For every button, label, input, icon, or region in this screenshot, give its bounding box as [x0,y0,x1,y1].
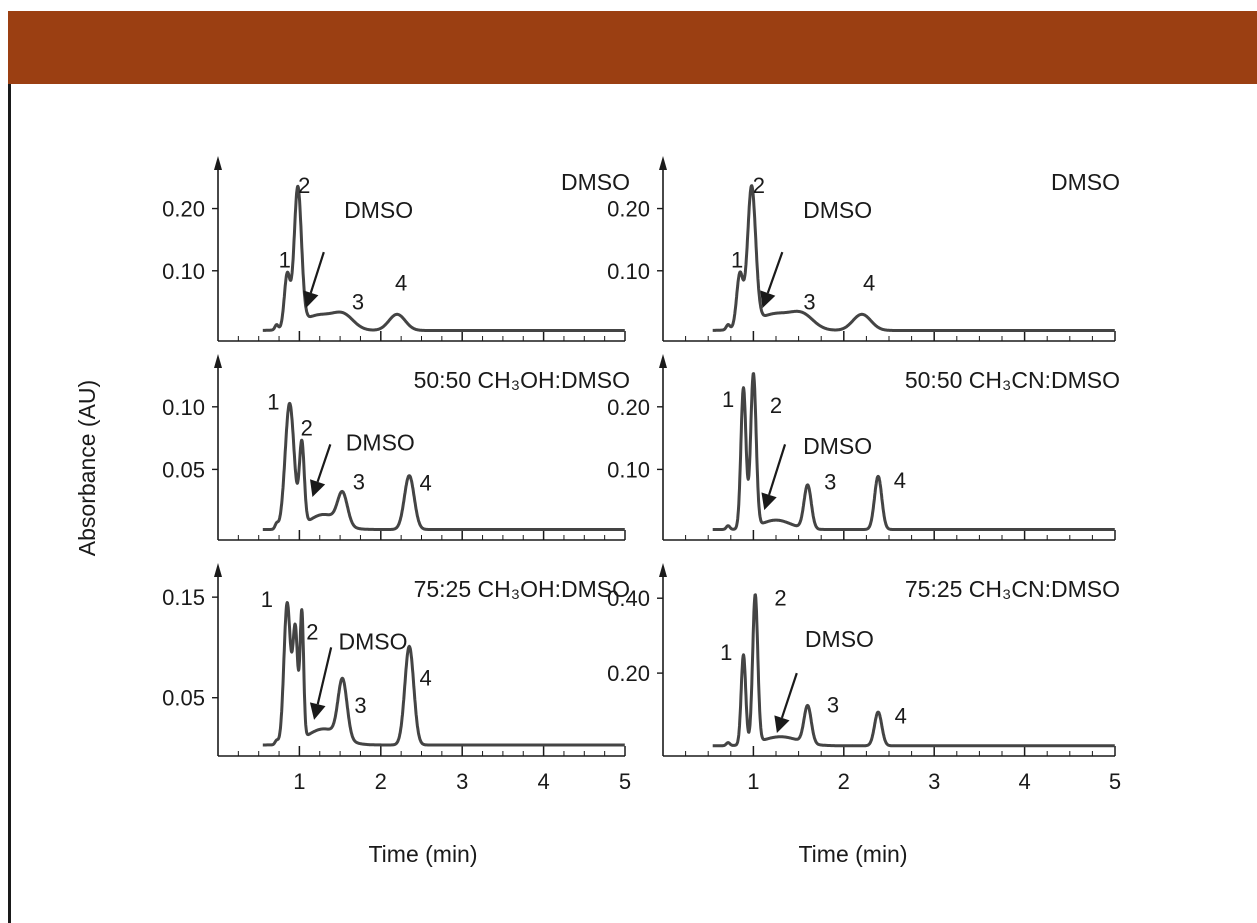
dmso-arrow-shaft [780,672,798,719]
dmso-annotation-label: DMSO [805,626,874,652]
x-tick-label: 4 [537,769,549,794]
peak-label: 3 [353,469,365,494]
x-tick-label: 1 [293,769,305,794]
frame-left-border [8,84,11,923]
peak-label: 1 [279,248,291,273]
peak-label: 2 [298,173,310,198]
peak-label: 1 [720,640,732,665]
x-tick-label: 1 [747,769,759,794]
y-axis-arrow [659,354,667,368]
dmso-arrow-shaft [316,647,333,705]
panel-top-left: 0.20 0.10 DMSO 1 2 3 4 DMSO [162,156,630,342]
panel-middle-right: 0.20 0.10 50:50 CH₃CN:DMSO 1 2 3 4 DMSO [607,354,1120,541]
panel-title: 75:25 CH₃OH:DMSO [414,576,630,602]
peak-label: 1 [261,587,273,612]
peak-label: 3 [824,469,836,494]
y-axis-arrow [214,156,222,170]
dmso-annotation-label: DMSO [803,197,872,223]
peak-label: 3 [803,289,815,314]
dmso-arrow-head [309,702,326,720]
panel-title: DMSO [561,169,630,195]
chromatogram-trace [261,401,626,531]
peak-label: 3 [352,289,364,314]
x-tick-label: 3 [456,769,468,794]
panel-title: 50:50 CH₃CN:DMSO [905,367,1120,393]
y-tick-label: 0.15 [162,585,205,610]
dmso-arrow-head [774,715,790,734]
panel-bottom-right: 0.40 0.20 1 2 3 4 5 75:25 CH₃CN:DMSO 1 2 3 4 DMSO [607,563,1121,794]
panel-title: 75:25 CH₃CN:DMSO [905,576,1120,602]
peak-label: 2 [774,586,786,611]
peak-label: 1 [731,248,743,273]
dmso-annotation-label: DMSO [338,628,407,654]
peak-label: 3 [827,692,839,717]
peak-label: 4 [395,271,407,296]
peak-label: 1 [722,387,734,412]
chromatogram-trace [261,184,626,332]
x-axis-label-left: Time (min) [368,841,477,867]
y-tick-label: 0.20 [607,661,650,686]
chromatogram-trace [261,601,626,747]
x-tick-label: 3 [928,769,940,794]
y-tick-label: 0.05 [162,457,205,482]
peak-label: 2 [753,173,765,198]
y-tick-label: 0.10 [162,259,205,284]
peak-label: 2 [770,393,782,418]
dmso-arrow-head [310,479,326,497]
y-tick-label: 0.40 [607,586,650,611]
y-tick-label: 0.10 [607,457,650,482]
peak-label: 2 [306,619,318,644]
panel-top-right: 0.20 0.10 DMSO 1 2 3 4 DMSO [607,156,1120,342]
x-tick-label: 2 [375,769,387,794]
y-tick-label: 0.20 [607,395,650,420]
dmso-annotation-label: DMSO [803,433,872,459]
dmso-arrow-shaft [768,444,787,496]
y-axis-arrow [659,563,667,577]
peak-label: 4 [894,468,906,493]
panel-title: DMSO [1051,169,1120,195]
peak-label: 2 [301,416,313,441]
x-tick-label: 5 [619,769,631,794]
peak-label: 1 [267,389,279,414]
dmso-arrow-shaft [766,251,784,294]
y-axis-arrow [214,354,222,368]
chromatogram-trace [711,372,1116,531]
chromatogram-trace [711,593,1116,748]
x-tick-label: 4 [1018,769,1030,794]
peak-label: 4 [419,666,431,691]
peak-label: 4 [863,271,875,296]
x-tick-label: 5 [1109,769,1121,794]
panel-bottom-left: 0.15 0.05 1 2 3 4 5 75:25 CH₃OH:DMSO 1 2 3 4 DMSO [162,563,631,794]
peak-label: 4 [895,704,907,729]
dmso-arrow-head [303,290,319,309]
dmso-arrow-shaft [309,251,325,294]
x-axis-label-right: Time (min) [798,841,907,867]
peak-label: 3 [354,693,366,718]
dmso-arrow-shaft [316,444,332,483]
y-tick-label: 0.20 [607,197,650,222]
y-tick-label: 0.10 [607,259,650,284]
y-tick-label: 0.10 [162,395,205,420]
dmso-arrow-head [761,492,777,511]
panel-title: 50:50 CH₃OH:DMSO [414,367,630,393]
dmso-annotation-label: DMSO [344,197,413,223]
dmso-annotation-label: DMSO [346,430,415,456]
header-bar [8,11,1257,84]
y-tick-label: 0.20 [162,197,205,222]
y-tick-label: 0.05 [162,686,205,711]
y-axis-label: Absorbance (AU) [74,380,100,556]
y-axis-arrow [214,563,222,577]
peak-label: 4 [419,471,431,496]
dmso-arrow-head [760,290,776,309]
chromatogram-trace [711,184,1116,332]
x-tick-label: 2 [838,769,850,794]
y-axis-arrow [659,156,667,170]
